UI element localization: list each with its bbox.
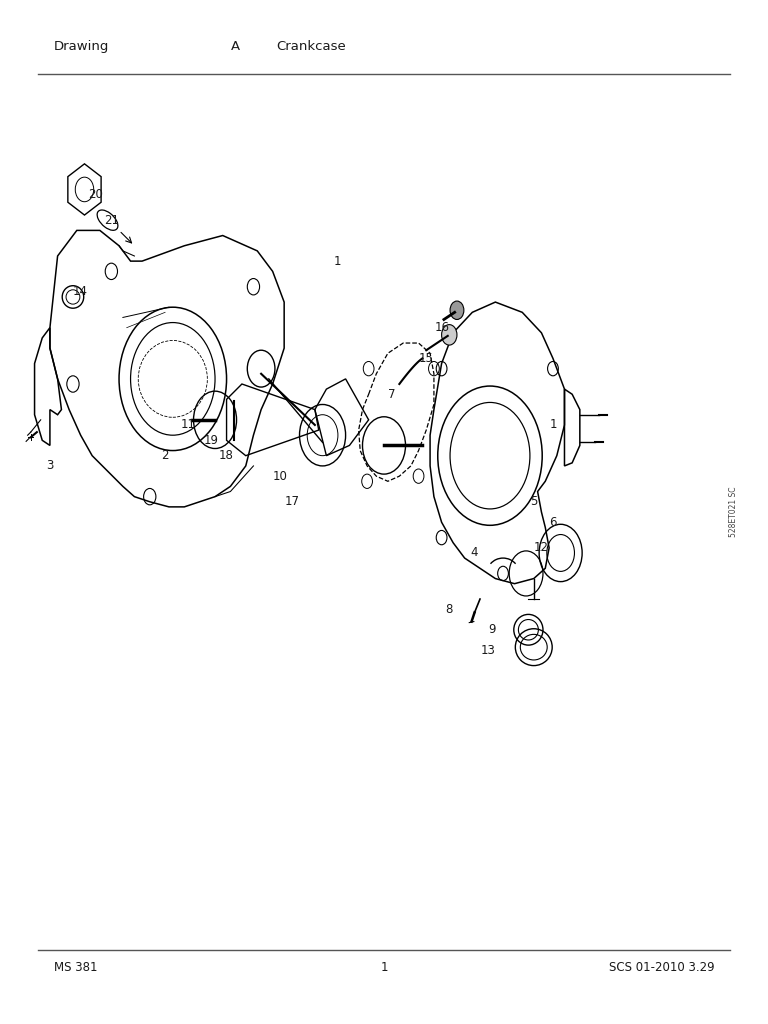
Text: 5: 5 xyxy=(530,496,538,508)
Circle shape xyxy=(442,325,457,345)
Text: 18: 18 xyxy=(219,450,234,462)
Text: 10: 10 xyxy=(273,470,288,482)
Text: 8: 8 xyxy=(445,603,453,615)
Text: 16: 16 xyxy=(435,322,450,334)
Text: 12: 12 xyxy=(534,542,549,554)
Text: 21: 21 xyxy=(104,214,119,226)
Text: 1: 1 xyxy=(380,962,388,974)
Text: 11: 11 xyxy=(180,419,196,431)
Text: 17: 17 xyxy=(284,496,300,508)
Text: Drawing: Drawing xyxy=(54,40,109,52)
Text: 2: 2 xyxy=(161,450,169,462)
Text: 6: 6 xyxy=(549,516,557,528)
Text: 13: 13 xyxy=(481,644,496,656)
Text: 20: 20 xyxy=(88,188,104,201)
Text: 15: 15 xyxy=(419,352,434,365)
Text: 1: 1 xyxy=(549,419,557,431)
Text: 14: 14 xyxy=(73,286,88,298)
Text: 4: 4 xyxy=(470,547,478,559)
Text: Crankcase: Crankcase xyxy=(276,40,346,52)
Circle shape xyxy=(450,301,464,319)
Text: 528ET021 SC: 528ET021 SC xyxy=(729,486,738,538)
Text: A: A xyxy=(230,40,240,52)
Text: 19: 19 xyxy=(204,434,219,446)
Text: SCS 01-2010 3.29: SCS 01-2010 3.29 xyxy=(608,962,714,974)
Text: MS 381: MS 381 xyxy=(54,962,98,974)
Text: 7: 7 xyxy=(388,388,396,400)
Text: 1: 1 xyxy=(334,255,342,267)
Text: 9: 9 xyxy=(488,624,495,636)
Text: 3: 3 xyxy=(46,460,54,472)
